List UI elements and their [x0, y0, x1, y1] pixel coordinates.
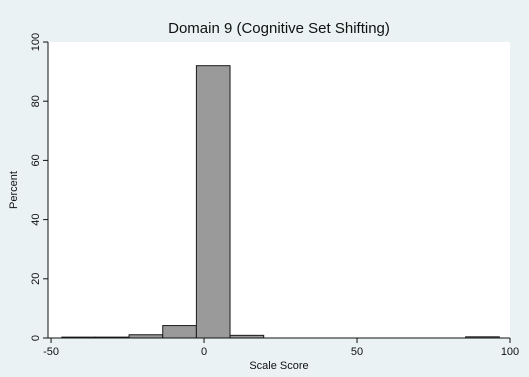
histogram-bar-3 [162, 325, 197, 339]
chart-title: Domain 9 (Cognitive Set Shifting) [168, 20, 390, 37]
x-tick-label: 50 [351, 346, 363, 358]
y-tick-label: 0 [30, 335, 42, 341]
y-tick-label: 20 [30, 273, 42, 285]
y-tick-label: 100 [30, 33, 42, 51]
histogram-bar-4 [195, 65, 231, 339]
y-axis-label: Percent [8, 171, 20, 209]
y-tick-label: 80 [30, 95, 42, 107]
y-tick-label: 60 [30, 154, 42, 166]
x-tick-label: -50 [43, 346, 59, 358]
plot-area [48, 42, 510, 338]
x-tick-label: 0 [201, 346, 207, 358]
x-axis-label: Scale Score [249, 360, 308, 372]
x-ticks-group: -50 0 50 100 [43, 338, 519, 358]
y-ticks-group: 0 20 40 60 80 100 [30, 33, 48, 341]
y-tick-label: 40 [30, 213, 42, 225]
bars-group [61, 65, 500, 339]
x-tick-label: 100 [501, 346, 519, 358]
